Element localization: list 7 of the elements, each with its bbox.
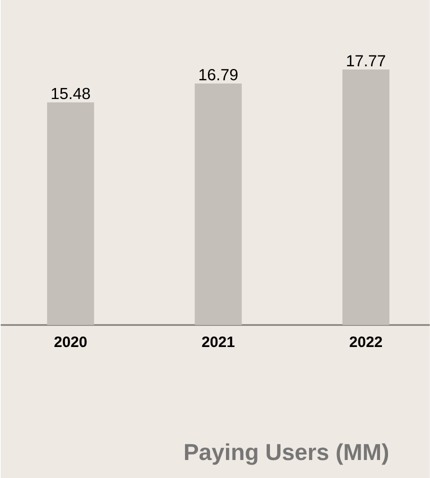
x-tick-label: 2020 — [54, 336, 86, 348]
data-label: 16.79 — [199, 69, 238, 80]
x-tick-label: 2021 — [202, 336, 234, 348]
x-tick-label: 2022 — [349, 336, 382, 348]
data-label: 15.48 — [52, 88, 90, 100]
data-label: 17.77 — [346, 55, 385, 66]
text: Paying Users (MM) — [184, 443, 388, 465]
